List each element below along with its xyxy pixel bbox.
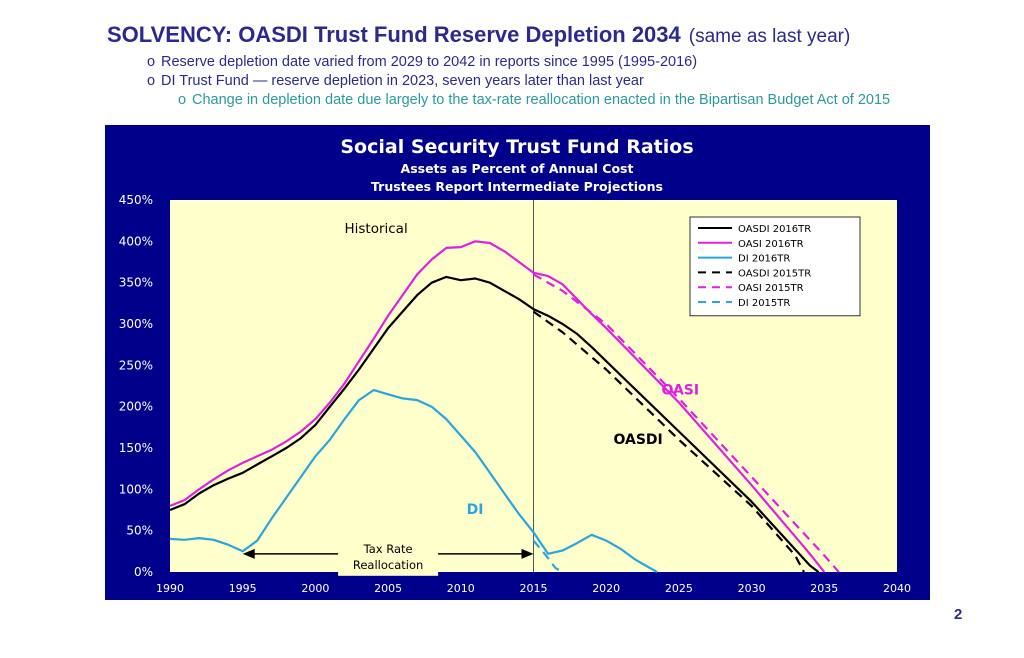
annotation-oasi: OASI: [661, 382, 699, 398]
series-line-oasdi-2015tr: [532, 310, 805, 573]
chart-subtitle-2: Trustees Report Intermediate Projections: [371, 179, 663, 194]
x-tick-label: 2025: [665, 582, 693, 595]
tax-rate-label-line2: Reallocation: [353, 558, 423, 572]
legend: OASDI 2016TR OASI 2016TR DI 2016TR OASDI 20…: [689, 216, 861, 317]
y-tick-label: 100%: [119, 482, 153, 496]
axes: 0% 50% 100% 150% 200% 250% 300% 350% 400% 450% 199…: [119, 193, 911, 595]
x-tick-label: 2035: [810, 582, 838, 595]
series-lines: [169, 240, 840, 573]
chart-subtitle-1: Assets as Percent of Annual Cost: [401, 161, 634, 176]
tax-rate-arrow-right-head: [521, 548, 534, 559]
x-tick-label: 1990: [156, 582, 184, 595]
y-tick-label: 300%: [119, 317, 153, 331]
x-tick-label: 2005: [374, 582, 402, 595]
y-tick-label: 50%: [126, 524, 153, 538]
legend-label: DI 2016TR: [738, 254, 790, 265]
y-tick-label: 250%: [119, 358, 153, 372]
annotation-historical: Historical: [344, 221, 407, 237]
legend-box: [689, 216, 861, 317]
bullet-2: o DI Trust Fund — reserve depletion in 20…: [147, 73, 644, 89]
bullet-text: Change in depletion date due largely to …: [192, 92, 891, 108]
y-tick-label: 200%: [119, 400, 153, 414]
series-line-oasi-2016tr: [169, 240, 826, 573]
legend-label: DI 2015TR: [738, 298, 790, 309]
slide-title: SOLVENCY: OASDI Trust Fund Reserve Deple…: [107, 22, 850, 48]
y-tick-label: 450%: [119, 193, 153, 207]
series-line-oasdi-2016tr: [169, 275, 820, 573]
x-tick-label: 2020: [592, 582, 620, 595]
annotation-oasdi: OASDI: [613, 432, 662, 448]
y-tick-label: 150%: [119, 441, 153, 455]
bullet-marker: o: [147, 54, 156, 70]
x-tick-label: 2010: [447, 582, 475, 595]
trust-fund-ratios-chart: Social Security Trust Fund Ratios Assets…: [105, 125, 930, 600]
series-line-di-2016tr: [169, 389, 658, 573]
annotation-di: DI: [467, 502, 484, 518]
x-tick-label: 2030: [738, 582, 766, 595]
y-tick-label: 0%: [134, 565, 153, 579]
legend-label: OASI 2016TR: [738, 239, 804, 250]
slide-title-main: SOLVENCY: OASDI Trust Fund Reserve Deple…: [107, 22, 681, 47]
bullet-text: Reserve depletion date varied from 2029 …: [161, 54, 698, 70]
page-number: 2: [954, 606, 963, 623]
legend-label: OASDI 2015TR: [738, 268, 811, 279]
bullet-3: o Change in depletion date due largely to…: [178, 92, 890, 108]
legend-label: OASI 2015TR: [738, 283, 804, 294]
bullet-1: o Reserve depletion date varied from 2029…: [147, 54, 697, 70]
tax-rate-label-line1: Tax Rate: [363, 542, 413, 556]
slide-title-note: (same as last year): [688, 26, 851, 47]
x-tick-label: 2000: [301, 582, 329, 595]
x-tick-label: 1995: [229, 582, 257, 595]
chart-title: Social Security Trust Fund Ratios: [340, 136, 693, 158]
legend-label: OASDI 2016TR: [738, 224, 811, 235]
tax-rate-arrow-left-head: [242, 548, 255, 559]
x-tick-label: 2015: [520, 582, 548, 595]
tax-rate-label-bg: [338, 539, 439, 576]
series-line-oasi-2015tr: [532, 273, 840, 573]
bullet-marker: o: [178, 92, 187, 108]
y-tick-label: 400%: [119, 234, 153, 248]
bullet-marker: o: [147, 73, 156, 89]
y-tick-label: 350%: [119, 276, 153, 290]
x-tick-label: 2040: [883, 582, 911, 595]
annotations: Historical OASI OASDI DI Tax Rate Reallocatio…: [242, 221, 699, 576]
bullet-text: DI Trust Fund — reserve depletion in 202…: [161, 73, 644, 89]
